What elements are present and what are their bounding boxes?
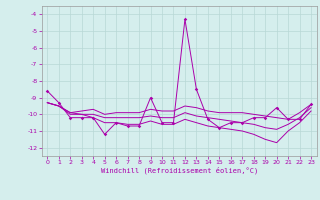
X-axis label: Windchill (Refroidissement éolien,°C): Windchill (Refroidissement éolien,°C) <box>100 167 258 174</box>
